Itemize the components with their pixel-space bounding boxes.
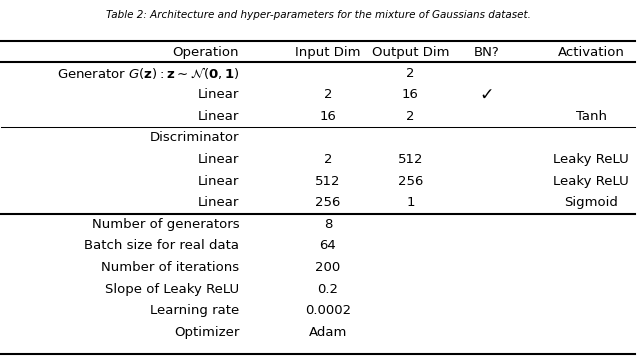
Text: 512: 512 (397, 153, 423, 166)
Text: Learning rate: Learning rate (150, 304, 239, 317)
Text: 200: 200 (316, 261, 340, 274)
Text: 2: 2 (406, 66, 415, 79)
Text: Adam: Adam (308, 326, 347, 339)
Text: Generator $G(\mathbf{z}) : \mathbf{z} \sim \mathcal{N}(\mathbf{0}, \mathbf{1})$: Generator $G(\mathbf{z}) : \mathbf{z} \s… (57, 65, 239, 81)
Text: 2: 2 (406, 110, 415, 123)
Text: Number of iterations: Number of iterations (101, 261, 239, 274)
Text: 512: 512 (315, 174, 340, 188)
Text: Optimizer: Optimizer (174, 326, 239, 339)
Text: 2: 2 (324, 153, 332, 166)
Text: Number of generators: Number of generators (92, 218, 239, 231)
Text: 64: 64 (319, 239, 336, 252)
Text: Linear: Linear (198, 88, 239, 101)
Text: Sigmoid: Sigmoid (564, 196, 618, 209)
Text: Output Dim: Output Dim (372, 46, 449, 59)
Text: 8: 8 (324, 218, 332, 231)
Text: Batch size for real data: Batch size for real data (84, 239, 239, 252)
Text: Input Dim: Input Dim (295, 46, 361, 59)
Text: ✓: ✓ (479, 85, 493, 104)
Text: 256: 256 (316, 196, 340, 209)
Text: 2: 2 (324, 88, 332, 101)
Text: Leaky ReLU: Leaky ReLU (553, 153, 629, 166)
Text: Linear: Linear (198, 196, 239, 209)
Text: 16: 16 (402, 88, 419, 101)
Text: 256: 256 (397, 174, 423, 188)
Text: Table 2: Architecture and hyper-parameters for the mixture of Gaussians dataset.: Table 2: Architecture and hyper-paramete… (106, 10, 531, 20)
Text: 1: 1 (406, 196, 415, 209)
Text: Operation: Operation (173, 46, 239, 59)
Text: Activation: Activation (557, 46, 625, 59)
Text: Linear: Linear (198, 110, 239, 123)
Text: 16: 16 (319, 110, 337, 123)
Text: Linear: Linear (198, 153, 239, 166)
Text: Discriminator: Discriminator (150, 131, 239, 144)
Text: Leaky ReLU: Leaky ReLU (553, 174, 629, 188)
Text: Tanh: Tanh (575, 110, 607, 123)
Text: Linear: Linear (198, 174, 239, 188)
Text: Slope of Leaky ReLU: Slope of Leaky ReLU (105, 283, 239, 296)
Text: 0.0002: 0.0002 (305, 304, 351, 317)
Text: BN?: BN? (474, 46, 499, 59)
Text: 0.2: 0.2 (317, 283, 339, 296)
